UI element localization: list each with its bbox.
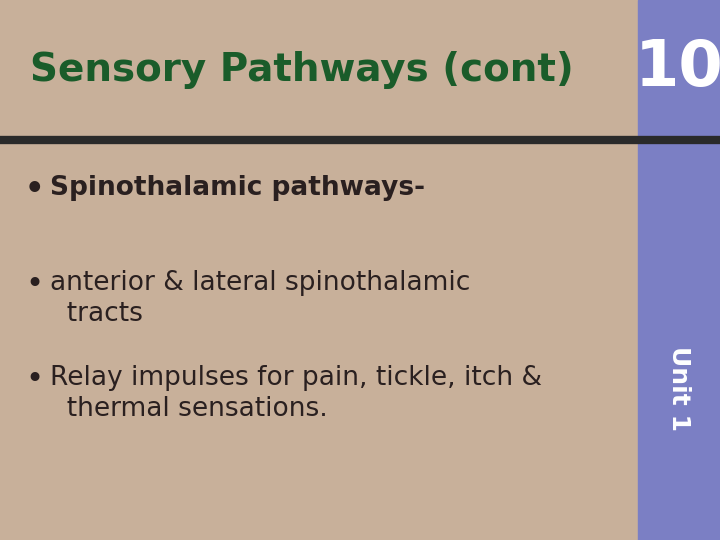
Text: Unit 1: Unit 1 xyxy=(667,346,691,431)
Bar xyxy=(638,0,720,540)
Text: Spinothalamic pathways-: Spinothalamic pathways- xyxy=(50,175,425,201)
Text: •: • xyxy=(25,270,43,299)
Text: anterior & lateral spinothalamic
  tracts: anterior & lateral spinothalamic tracts xyxy=(50,270,470,327)
Text: •: • xyxy=(25,365,43,394)
Text: 10: 10 xyxy=(634,37,720,99)
Text: •: • xyxy=(25,175,45,204)
Text: Relay impulses for pain, tickle, itch &
  thermal sensations.: Relay impulses for pain, tickle, itch & … xyxy=(50,365,542,422)
Text: Sensory Pathways (cont): Sensory Pathways (cont) xyxy=(30,51,574,89)
